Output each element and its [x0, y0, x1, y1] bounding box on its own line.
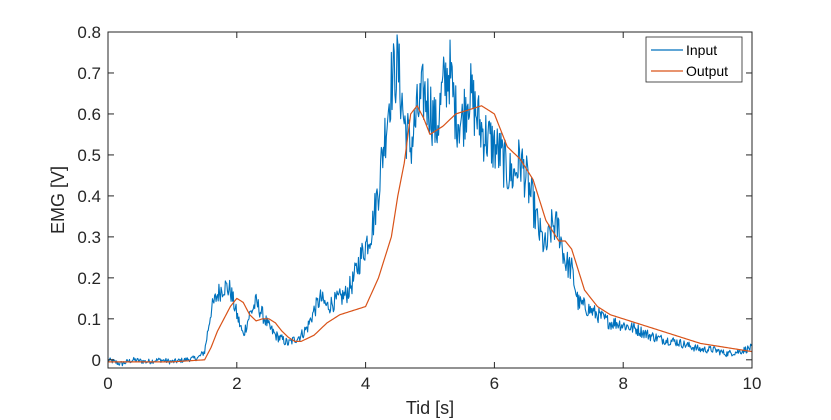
axes-box [107, 31, 753, 369]
x-tick-label: 0 [103, 374, 112, 393]
x-tick-label: 4 [361, 374, 370, 393]
x-tick-label: 6 [490, 374, 499, 393]
y-tick-label: 0 [92, 351, 101, 370]
y-axis-label: EMG [V] [48, 166, 68, 234]
series-line-input [107, 34, 753, 367]
legend-output-label: Output [686, 63, 728, 79]
plot-area [108, 32, 752, 368]
y-tick-label: 0.1 [77, 310, 101, 329]
y-tick-label: 0.2 [77, 269, 101, 288]
x-axis-label: Tid [s] [406, 398, 454, 418]
y-tick-label: 0.7 [77, 64, 101, 83]
y-tick-label: 0.8 [77, 23, 101, 42]
legend-box [645, 36, 743, 83]
tick-layer: 0 2 4 6 8 10 0 0.1 0.2 0.3 0.4 0.5 0.6 0.7 0.8 [77, 23, 761, 393]
y-tick-label: 0.5 [77, 146, 101, 165]
y-tick-label: 0.4 [77, 187, 101, 206]
legend: Input Output [645, 36, 743, 83]
legend-input-label: Input [686, 42, 717, 58]
x-tick-label: 8 [618, 374, 627, 393]
y-tick-label: 0.6 [77, 105, 101, 124]
series-line-output [108, 105, 753, 363]
y-tick-label: 0.3 [77, 228, 101, 247]
x-tick-label: 10 [743, 374, 762, 393]
x-tick-label: 2 [232, 374, 241, 393]
series-layer [107, 34, 753, 367]
